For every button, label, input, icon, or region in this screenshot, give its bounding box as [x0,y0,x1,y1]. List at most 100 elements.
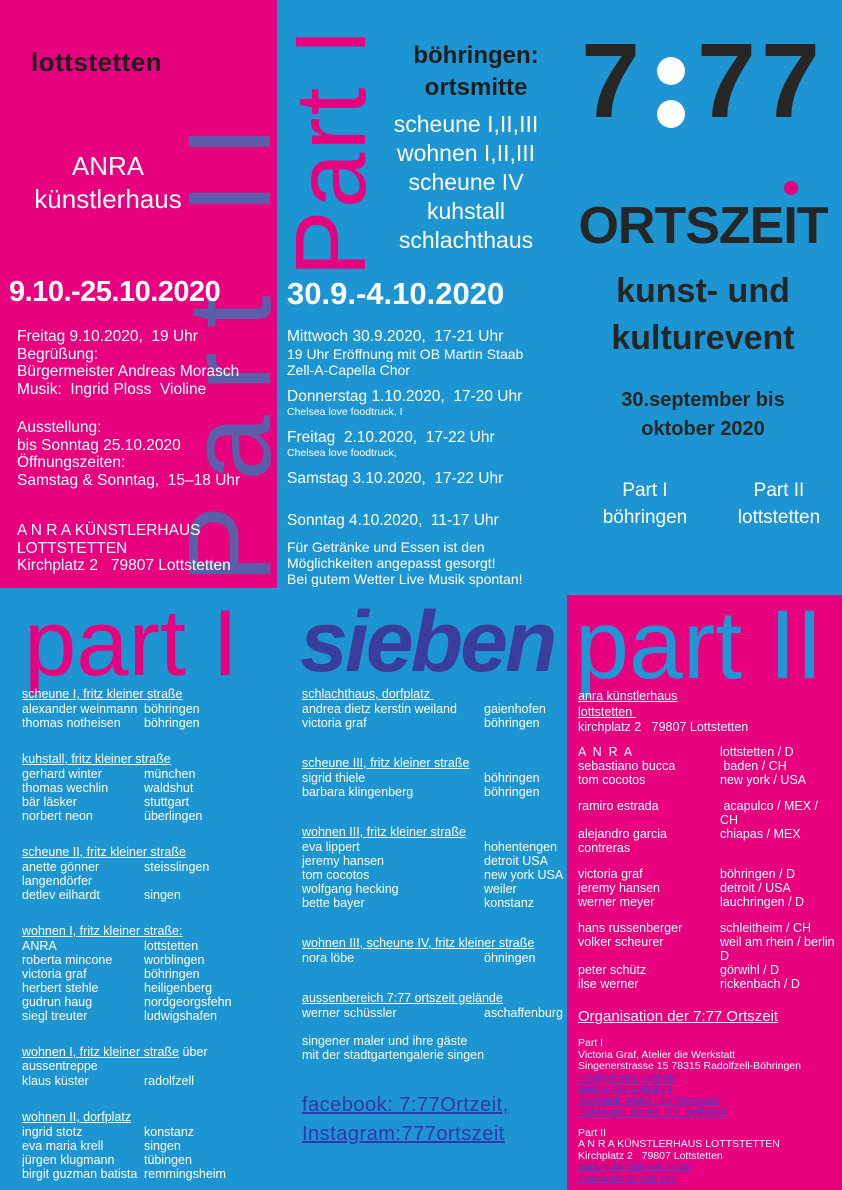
artist-name: nora löbe [302,951,355,965]
group-heading-underlined: scheune II, fritz kleiner straße [22,845,186,859]
panel-brand: 7 77 ORTSZE IT kunst- und kulturevent 30.… [571,0,842,588]
brand-text: ORTSZE [578,197,784,255]
artist-row: tom cocotos new york / USA [578,773,836,787]
part1-ref-label: Part I [622,480,668,501]
artist-group: hans russenberger schleitheim / CH volke… [578,921,836,991]
artist-place: konstanz [144,1125,195,1139]
group-rows: klaus küster radolfzell [22,1074,286,1088]
part1-section-title: part I [24,590,239,695]
artist-row: alexander weinmann böhringen [22,702,286,716]
org-link[interactable]: facebook: Atelier die Werkstatt [578,1094,720,1107]
artist-name: bär läsker [22,795,77,809]
org-line: A N R A KÜNSTLERHAUS LOTTSTETTEN [578,1138,780,1150]
panel-part1-boehringen: Part I böhringen: ortsmitte scheune I,II… [275,0,571,588]
artist-place: new york / USA [720,773,807,787]
place-heading: böhringen: ortsmitte [381,40,571,104]
part1-reference: Part I böhringen [585,477,705,531]
artist-row: jürgen klugmann tübingen [22,1153,286,1167]
opening-info: Freitag 9.10.2020, 19 Uhr Begrüßung: Bürge… [17,328,269,398]
venue-address-line: kirchplatz 2 79807 Lottstetten [578,720,749,734]
artist-place: böhringen / D [720,867,796,881]
artist-group: victoria graf böhringen / D jeremy hanse… [578,867,836,909]
artist-row: werner meyer lauchringen / D [578,895,836,909]
artist-row: victoria graf böhringen / D [578,867,836,881]
org-part-label: Part I [578,1037,604,1049]
sieben-section-title: sieben [300,594,557,690]
group-rows: ingrid stotz konstanz eva maria krell si… [22,1125,286,1181]
pink-dot-icon [784,181,799,195]
social-links: facebook: 7:77Ortzeit, Instagram:777orts… [302,1091,509,1149]
group-rows: ramiro estrada acapulco / MEX / CH aleja… [578,799,836,855]
artist-name: werner schüssler [302,1006,397,1020]
artist-row: victoria graf böhringen [22,967,286,981]
organisation-part1: Part I Victoria Graf, Atelier die Werkst… [578,1037,838,1119]
artist-row: jeremy hansen detroit USA [302,854,568,868]
group-heading-underlined: aussenbereich 7:77 ortszeit gelände [302,991,503,1005]
logo-777: 7 77 [573,26,833,136]
info-line: bis Sonntag 25.10.2020 [17,436,181,454]
part2-section-title: part II [575,590,823,699]
group-heading-underlined: wohnen III, scheune IV, fritz kleiner st… [302,936,535,950]
artist-name: gudrun haug [22,995,93,1009]
group-rows: werner schüssler aschaffenburg [302,1006,568,1020]
org-link[interactable]: info@victoria-graf.de [578,1071,676,1084]
org-link[interactable]: www.victoria-graf.de [578,1083,673,1095]
info-line: Bürgermeister Andreas Morasch [17,363,240,380]
artist-row: nora löbe öhningen [302,951,568,965]
social-link[interactable]: facebook: 7:77Ortzeit, [302,1094,509,1116]
artist-row: alejandro garcia contreras chiapas / MEX [578,827,836,855]
venue-item: wohnen I,II,III [396,140,536,166]
organisation-block: Organisation der 7:77 Ortszeit Part I Vi… [578,1008,838,1185]
footer-line: Für Getränke und Essen ist den [287,539,485,555]
date-line: oktober 2020 [641,418,765,440]
artist-name: siegl treuter [22,1009,88,1023]
artist-name: hans russenberger [578,921,683,935]
org-link[interactable]: instagram: atelier_die_werkstatt [578,1106,727,1118]
artist-place: steisslingen [144,860,210,874]
venue-item: kuhstall [427,198,505,224]
artist-group: scheune II, fritz kleiner straße anette … [22,845,286,902]
group-heading: scheune I, fritz kleiner straße [22,687,286,701]
artist-place: radolfzell [144,1074,195,1088]
artist-group: scheune I, fritz kleiner straße alexande… [22,687,286,730]
org-link[interactable]: instagram anrahilbert [578,1172,677,1185]
venue-line: lottstetten [578,704,636,719]
group-rows: hans russenberger schleitheim / CH volke… [578,921,836,991]
address-line: A N R A KÜNSTLERHAUS LOTTSTETTEN [17,522,205,557]
group-heading-underlined: kuhstall, fritz kleiner straße [22,752,171,766]
schedule: Mittwoch 30.9.2020, 17-21 Uhr 19 Uhr Erö… [287,328,571,587]
artist-place: böhringen [144,967,200,981]
artist-place: detroit USA [484,854,548,868]
artist-row: jeremy hansen detroit / USA [578,881,836,895]
artist-name: alexander weinmann [22,702,138,716]
artist-place: böhringen [144,716,200,730]
artist-row: roberta mincone worblingen [22,953,286,967]
panel-sieben-artists: sieben schlachthaus, dorfplatz andrea di… [300,594,568,1190]
artist-row: langendörfer [22,874,286,888]
org-link[interactable]: anra-hilbert@t-online.de [578,1161,691,1173]
org-line: Singenerstrasse 15 78315 Radolfzell-Böhr… [578,1060,801,1072]
group-heading: schlachthaus, dorfplatz [302,687,568,701]
group-rows: victoria graf böhringen / D jeremy hanse… [578,867,836,909]
artist-groups: A N R A lottstetten / D sebastiano bucca… [578,745,836,1003]
artist-place: münchen [144,767,196,781]
social-link[interactable]: Instagram:777ortszeit [302,1123,505,1145]
artist-row: andrea dietz kerstin weiland gaienhofen [302,702,568,716]
group-heading-underlined: wohnen I, fritz kleiner straße: [22,924,183,938]
artist-row: anette gönner steisslingen [22,860,286,874]
artist-row: siegl treuter ludwigshafen [22,1009,286,1023]
group-rows: gerhard winter münchen thomas wechlin wa… [22,767,286,823]
group-rows: alexander weinmann böhringen thomas noth… [22,702,286,730]
schedule-day: Mittwoch 30.9.2020, 17-21 Uhr [287,328,504,345]
group-heading: scheune III, fritz kleiner straße [302,756,568,770]
org-links: info@victoria-graf.de www.victoria-graf.d… [578,1071,838,1119]
info-line: Öffnungszeiten: [17,454,126,471]
artist-group: A N R A lottstetten / D sebastiano bucca… [578,745,836,787]
group-heading-underlined: scheune I, fritz kleiner straße [22,687,183,701]
part2-reference: Part II lottstetten [719,477,839,531]
artist-name: anette gönner [22,860,100,874]
artist-name: volker scheurer [578,935,664,949]
artist-place: detroit / USA [720,881,791,895]
artist-name: victoria graf [22,967,87,981]
